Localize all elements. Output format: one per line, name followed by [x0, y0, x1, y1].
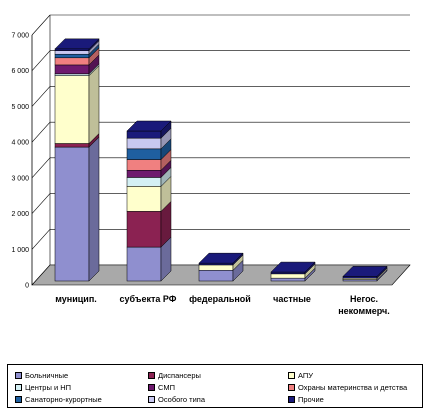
legend-swatch: [15, 396, 22, 403]
bar-segment: [126, 137, 162, 150]
legend-item: Санаторно-курортные: [15, 394, 102, 405]
side-wall-line: [31, 14, 51, 36]
legend-swatch: [288, 384, 295, 391]
bar-segment: [54, 53, 90, 59]
legend-label: Особого типа: [158, 395, 205, 404]
legend-label: Центры и НП: [25, 383, 72, 392]
bar-segment: [126, 246, 162, 282]
bar-top: [270, 261, 316, 273]
bar-segment: [270, 271, 306, 275]
y-tick-label: 1 000: [11, 247, 29, 254]
legend-item: Центры и НП: [15, 382, 71, 393]
side-wall-line: [31, 193, 51, 214]
legend-item: Больничные: [15, 370, 68, 381]
legend-item: СМП: [148, 382, 175, 393]
bar-segment: [54, 75, 90, 144]
side-wall-line: [31, 157, 51, 179]
legend-item: Охраны материнства и детства: [288, 382, 407, 393]
legend-swatch: [148, 396, 155, 403]
bar-top: [198, 252, 244, 264]
legend-swatch: [288, 396, 295, 403]
y-tick-label: 7 000: [11, 33, 29, 40]
bar-top: [126, 120, 172, 132]
bar-segment: [54, 57, 90, 66]
bar-segment: [270, 273, 306, 279]
y-tick-label: 6 000: [11, 68, 29, 75]
bar-segment: [126, 170, 162, 178]
y-tick-label: 5 000: [11, 104, 29, 111]
bar-segment: [54, 73, 90, 76]
legend-label: Санаторно-курортные: [25, 395, 102, 404]
bar-segment-side: [88, 136, 100, 282]
bar-segment: [54, 146, 90, 282]
bar-segment-side: [88, 65, 100, 145]
legend-swatch: [15, 384, 22, 391]
bar-segment: [198, 270, 234, 282]
legend-item: Диспансеры: [148, 370, 201, 381]
legend-item: АПУ: [288, 370, 313, 381]
bar-segment: [54, 50, 90, 55]
legend-label: АПУ: [298, 371, 314, 380]
legend-label: Охраны материнства и детства: [298, 383, 408, 392]
y-tick-label: 0: [25, 283, 29, 290]
bar-segment: [126, 148, 162, 160]
legend-swatch: [148, 384, 155, 391]
bar-segment: [198, 262, 234, 266]
bar-segment: [270, 277, 306, 282]
legend-label: Прочие: [298, 395, 324, 404]
legend-item: Особого типа: [148, 394, 205, 405]
x-category-label: некоммерч.: [338, 306, 390, 316]
legend-swatch: [288, 372, 295, 379]
bar-segment: [126, 211, 162, 248]
bar-segment: [126, 159, 162, 171]
bar-segment: [126, 186, 162, 212]
bar-segment: [198, 264, 234, 271]
y-tick-label: 4 000: [11, 140, 29, 147]
bar-segment: [342, 276, 378, 279]
chart-legend: Больничные Диспансеры АПУ Центры и НП СМП Охр…: [7, 364, 423, 408]
legend-item: Прочие: [288, 394, 324, 405]
bar-top: [54, 38, 100, 50]
bar-segment: [54, 143, 90, 148]
legend-swatch: [148, 372, 155, 379]
y-tick-label: 3 000: [11, 175, 29, 182]
legend-swatch: [15, 372, 22, 379]
side-wall-line: [31, 50, 51, 71]
bar-segment: [126, 130, 162, 139]
legend-label: Больничные: [25, 371, 69, 380]
bar-segment: [54, 48, 90, 51]
side-wall-line: [31, 121, 51, 143]
side-wall-line: [31, 229, 51, 250]
x-category-label: муницип.: [55, 294, 97, 304]
x-category-label: Негос.: [350, 294, 378, 304]
y-tick-label: 2 000: [11, 211, 29, 218]
legend-label: СМП: [158, 383, 175, 392]
bar-segment: [126, 177, 162, 187]
bar-segment: [54, 64, 90, 75]
x-category-label: федеральной: [189, 294, 251, 304]
x-category-label: частные: [273, 294, 311, 304]
bar-top: [342, 266, 388, 277]
x-category-label: субъекта РФ: [119, 294, 176, 304]
side-wall-line: [31, 86, 51, 107]
legend-label: Диспансеры: [158, 371, 201, 380]
stacked-bar-chart: 0 1 000 2 000 3 000 4 000 5 000 6 000 7 000 муни…: [11, 14, 411, 316]
